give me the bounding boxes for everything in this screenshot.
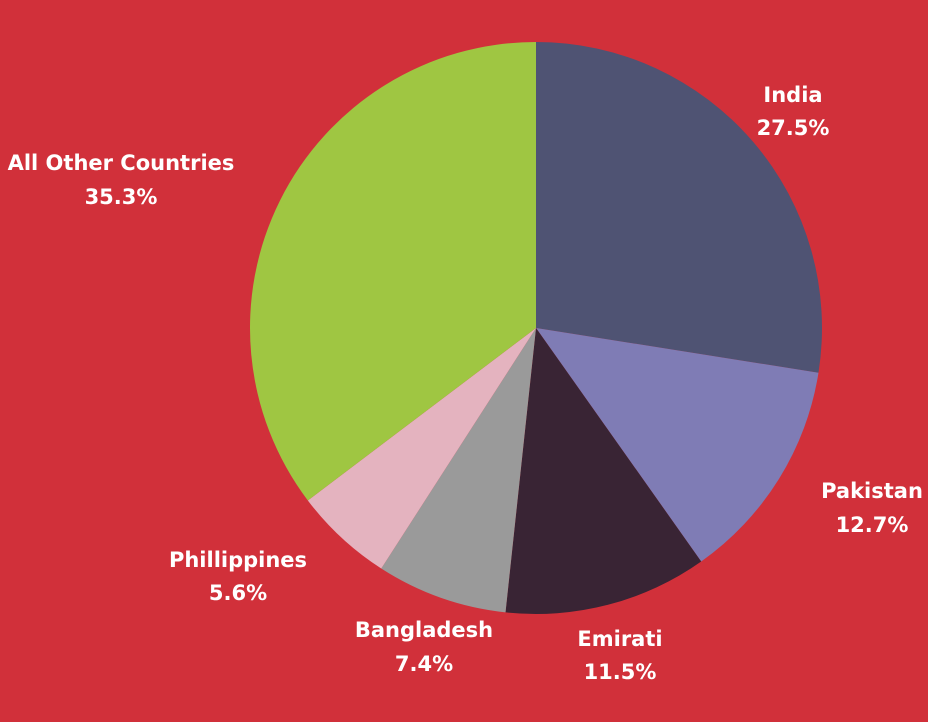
pie-slice-pakistan bbox=[536, 328, 819, 562]
pie-slices bbox=[249, 42, 823, 614]
slice-label-all-other-countries: All Other Countries bbox=[8, 151, 235, 175]
slice-label-bangladesh: Bangladesh bbox=[355, 618, 493, 642]
slice-value-bangladesh: 7.4% bbox=[395, 652, 453, 676]
pie-slice-all-other-countries bbox=[249, 42, 536, 501]
slice-label-emirati: Emirati bbox=[577, 627, 662, 651]
slice-value-india: 27.5% bbox=[757, 116, 830, 140]
pie-slice-bangladesh bbox=[381, 328, 536, 613]
pie-slice-phillippines bbox=[307, 328, 536, 569]
slice-label-india: India bbox=[763, 83, 822, 107]
pie-slice-india bbox=[536, 42, 823, 373]
slice-value-emirati: 11.5% bbox=[584, 660, 657, 684]
pie-slice-emirati bbox=[505, 328, 702, 614]
slice-value-phillippines: 5.6% bbox=[209, 581, 267, 605]
slice-value-pakistan: 12.7% bbox=[836, 513, 909, 537]
slice-label-phillippines: Phillippines bbox=[169, 548, 307, 572]
pie-labels: India 27.5% Pakistan 12.7% Emirati 11.5% Bangl… bbox=[8, 83, 923, 684]
slice-label-pakistan: Pakistan bbox=[821, 479, 923, 503]
slice-value-all-other-countries: 35.3% bbox=[85, 185, 158, 209]
